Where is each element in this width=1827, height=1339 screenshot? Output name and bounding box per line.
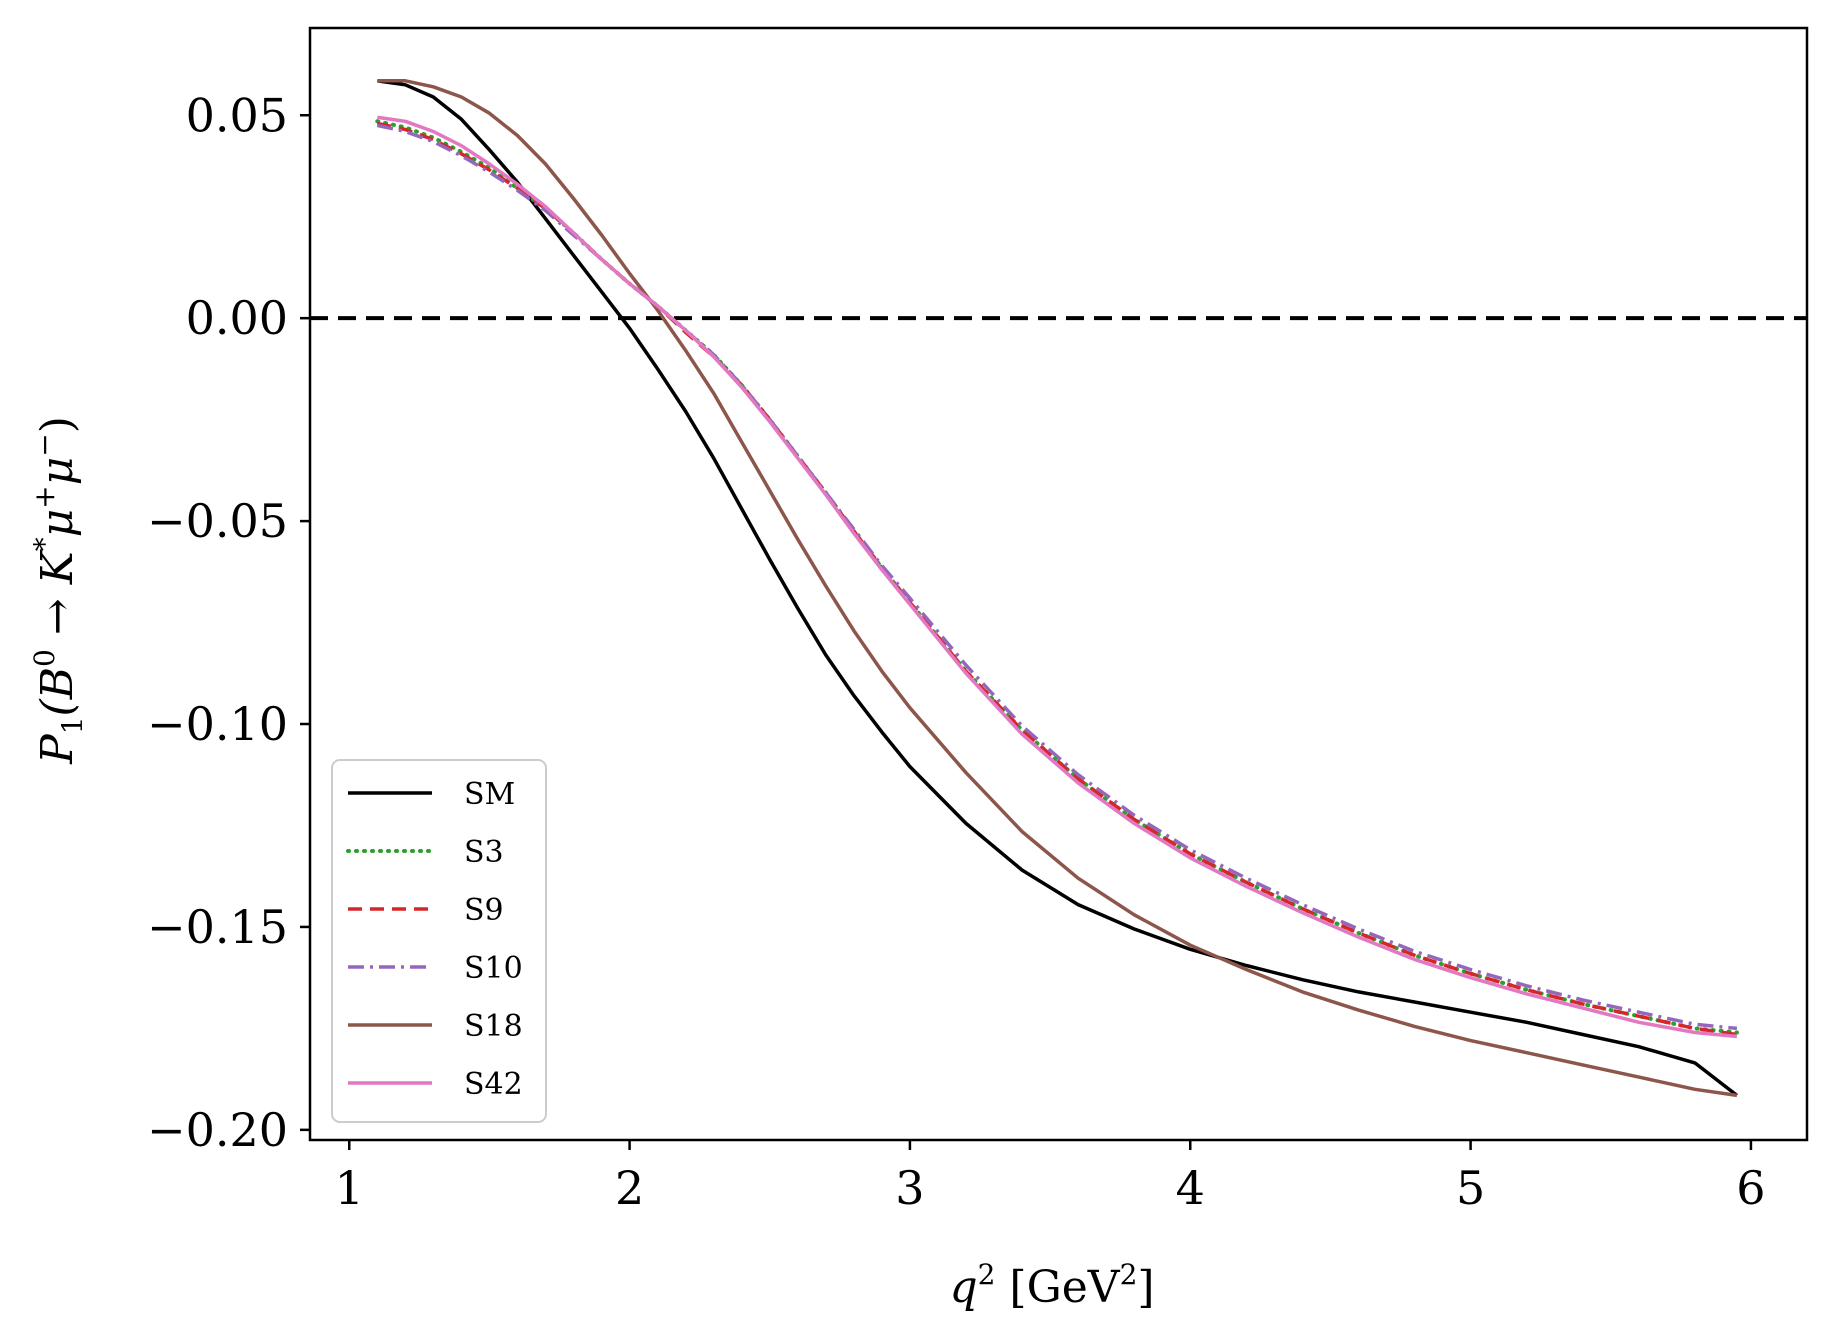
legend: SM S3 S9 S10 S18 S42 [331,759,547,1123]
legend-label-sm: SM [464,777,515,812]
legend-label-s3: S3 [464,835,504,870]
legend-label-s10: S10 [464,951,523,986]
series-line-s42 [377,115,1738,1039]
y-tick-label: −0.20 [147,1103,288,1157]
y-tick-label: −0.10 [147,697,288,751]
y-tick-label: −0.05 [147,494,288,548]
x-axis-title: q2 [GeV2] [949,1258,1154,1313]
legend-label-s18: S18 [464,1009,523,1044]
x-tick-label: 2 [615,1161,644,1215]
series-line-s18 [377,79,1738,1098]
legend-box [331,759,547,1123]
y-tick-label: 0.05 [186,88,288,142]
series-layer [375,79,1739,1098]
legend-label-s9: S9 [464,893,504,928]
legend-entries: SM S3 S9 S10 S18 S42 [346,777,523,1102]
x-tick-label: 3 [895,1161,924,1215]
x-tick-label: 6 [1736,1161,1765,1215]
y-axis-title: P1(B0 → K*μ+μ−) [28,416,89,765]
y-axis-ticks: 0.05 0.00 −0.05 −0.10 −0.15 −0.20 [147,88,310,1157]
x-tick-label: 5 [1456,1161,1485,1215]
legend-label-s42: S42 [464,1067,523,1102]
series-line-sm [377,79,1738,1097]
x-tick-label: 1 [335,1161,364,1215]
series-line-s10 [376,123,1738,1031]
y-tick-label: 0.00 [186,291,288,345]
y-tick-label: −0.15 [147,900,288,954]
x-axis-ticks: 1 2 3 4 5 6 [335,1140,1766,1215]
x-tick-label: 4 [1176,1161,1205,1215]
plot-frame [308,26,1809,1142]
